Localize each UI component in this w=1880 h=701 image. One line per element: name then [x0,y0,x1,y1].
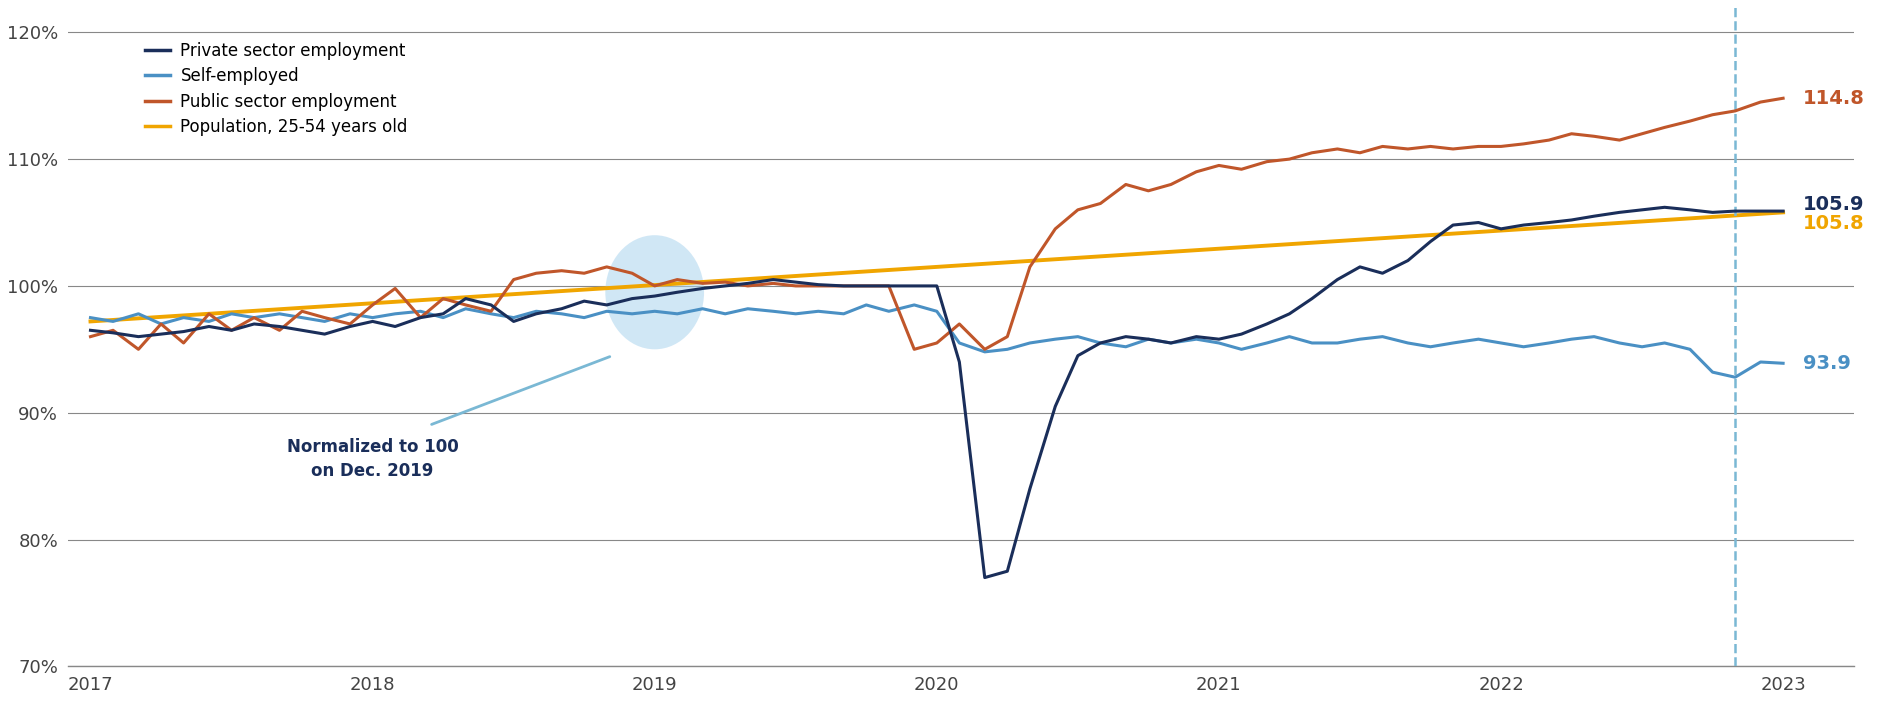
Legend: Private sector employment, Self-employed, Public sector employment, Population, : Private sector employment, Self-employed… [139,35,414,143]
Text: Normalized to 100
on Dec. 2019: Normalized to 100 on Dec. 2019 [286,438,459,479]
Text: 93.9: 93.9 [1801,354,1850,373]
Text: 105.8: 105.8 [1801,215,1863,233]
Ellipse shape [605,236,703,349]
Text: 105.9: 105.9 [1801,196,1863,215]
Text: 114.8: 114.8 [1801,89,1863,108]
